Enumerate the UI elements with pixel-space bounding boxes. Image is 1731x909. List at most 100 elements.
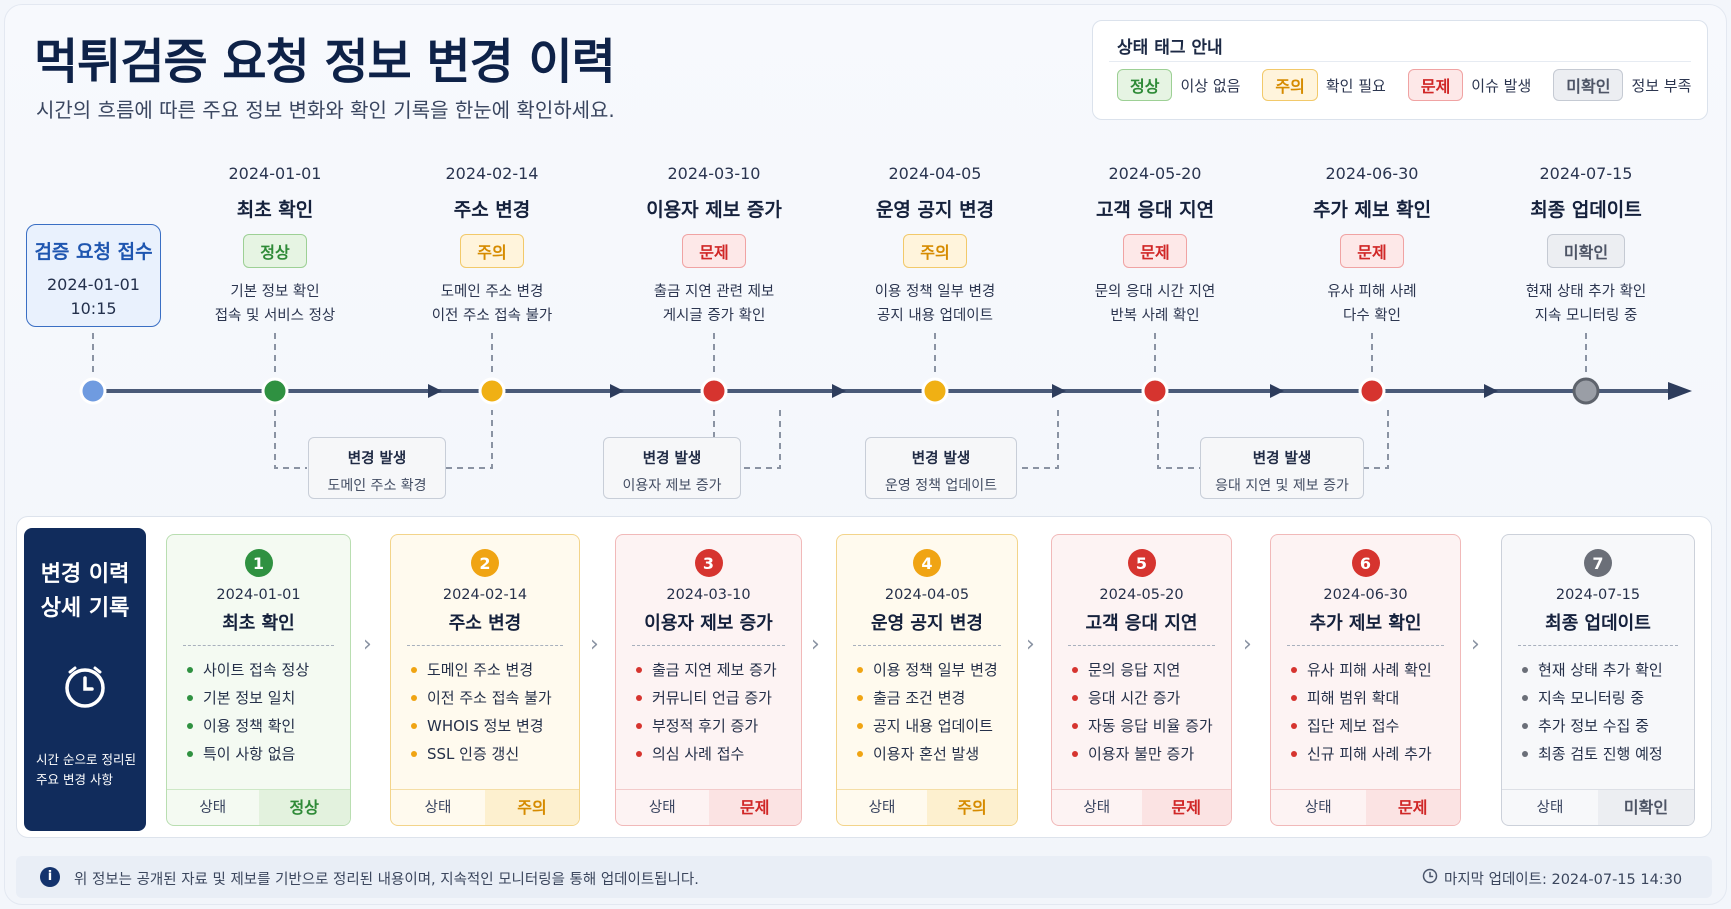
clock-icon bbox=[65, 666, 105, 708]
card-number: 2 bbox=[471, 549, 499, 577]
change-box: 변경 발생 운영 정책 업데이트 bbox=[865, 437, 1017, 499]
chevron-right-icon: › bbox=[363, 632, 372, 657]
event-status-tag: 문제 bbox=[682, 234, 746, 268]
legend-tag-problem: 문제 bbox=[1407, 69, 1464, 101]
status-label: 상태 bbox=[648, 800, 676, 816]
clock-icon bbox=[1422, 868, 1438, 884]
timeline-event: 2024-04-05 운영 공지 변경 주의 이용 정책 일부 변경 공지 내용 … bbox=[835, 164, 1035, 328]
timeline-node-1 bbox=[261, 377, 289, 405]
status-value: 문제 bbox=[1141, 790, 1231, 825]
list-item: 이전 주소 접속 불가 bbox=[409, 684, 579, 712]
event-status-tag: 문제 bbox=[1340, 234, 1404, 268]
list-item: WHOIS 정보 변경 bbox=[409, 712, 579, 740]
change-title: 변경 발생 bbox=[642, 451, 702, 467]
card-status-row: 상태 정상 bbox=[167, 789, 350, 825]
event-date: 2024-01-01 bbox=[228, 164, 322, 183]
start-time: 10:15 bbox=[70, 299, 117, 318]
card-status-row: 상태 주의 bbox=[837, 789, 1017, 825]
start-box: 검증 요청 접수 2024-01-01 10:15 bbox=[26, 224, 161, 327]
legend-desc-problem: 이슈 발생 bbox=[1471, 76, 1532, 95]
start-date: 2024-01-01 bbox=[47, 275, 140, 294]
card-list: 문의 응답 지연 응대 시간 증가 자동 응답 비율 증가 이용자 불만 증가 bbox=[1070, 656, 1231, 768]
side-title: 변경 이력 상세 기록 bbox=[40, 562, 130, 621]
list-item: 이용 정책 일부 변경 bbox=[855, 656, 1017, 684]
event-status-tag: 문제 bbox=[1123, 234, 1187, 268]
detail-card: 1 2024-01-01 최초 확인 사이트 접속 정상 기본 정보 일치 이용… bbox=[166, 534, 351, 826]
timeline-end-arrow bbox=[1668, 382, 1692, 400]
legend-row: 정상 이상 없음 주의 확인 필요 문제 이슈 발생 미확인 정보 부족 bbox=[1117, 69, 1705, 101]
list-item: 신규 피해 사례 추가 bbox=[1289, 740, 1460, 768]
status-label: 상태 bbox=[424, 800, 452, 816]
last-updated: 마지막 업데이트: 2024-07-15 14:30 bbox=[1444, 872, 1683, 888]
timeline-event: 2024-02-14 주소 변경 주의 도메인 주소 변경 이전 주소 접속 불가 bbox=[392, 164, 592, 328]
status-label: 상태 bbox=[199, 800, 227, 816]
card-status-row: 상태 미확인 bbox=[1502, 789, 1694, 825]
card-list: 출금 지연 제보 증가 커뮤니티 언급 증가 부정적 후기 증가 의심 사례 접… bbox=[634, 656, 801, 768]
legend-tag-normal: 정상 bbox=[1117, 69, 1173, 101]
card-date: 2024-01-01 bbox=[216, 587, 301, 603]
chevron-right-icon: › bbox=[1026, 632, 1035, 657]
timeline-node-3 bbox=[700, 377, 728, 405]
legend-divider bbox=[1109, 61, 1691, 62]
legend-desc-caution: 확인 필요 bbox=[1325, 76, 1386, 95]
list-item: 이용자 불만 증가 bbox=[1070, 740, 1231, 768]
card-list: 도메인 주소 변경 이전 주소 접속 불가 WHOIS 정보 변경 SSL 인증… bbox=[409, 656, 579, 768]
event-date: 2024-04-05 bbox=[888, 164, 982, 183]
timeline-node-5 bbox=[1141, 377, 1169, 405]
card-title: 운영 공지 변경 bbox=[871, 613, 983, 634]
card-list: 현재 상태 추가 확인 지속 모니터링 중 추가 정보 수집 중 최종 검토 진… bbox=[1520, 656, 1694, 768]
event-desc: 기본 정보 확인 접속 및 서비스 정상 bbox=[214, 284, 336, 324]
side-note: 시간 순으로 정리된 주요 변경 사항 bbox=[36, 752, 136, 787]
status-label: 상태 bbox=[1083, 800, 1111, 816]
event-desc: 도메인 주소 변경 이전 주소 접속 불가 bbox=[431, 284, 553, 324]
legend-title: 상태 태그 안내 bbox=[1117, 38, 1223, 58]
change-title: 변경 발생 bbox=[347, 451, 407, 467]
card-number: 1 bbox=[244, 549, 273, 577]
list-item: 도메인 주소 변경 bbox=[409, 656, 579, 684]
list-item: 사이트 접속 정상 bbox=[185, 656, 350, 684]
timeline-event: 2024-01-01 최초 확인 정상 기본 정보 확인 접속 및 서비스 정상 bbox=[175, 164, 375, 328]
status-value: 주의 bbox=[485, 790, 579, 825]
legend-tag-caution: 주의 bbox=[1262, 69, 1318, 101]
chevron-right-icon: › bbox=[811, 632, 820, 657]
card-divider bbox=[1287, 645, 1444, 646]
card-list: 유사 피해 사례 확인 피해 범위 확대 집단 제보 접수 신규 피해 사례 추… bbox=[1289, 656, 1460, 768]
event-name: 최초 확인 bbox=[236, 199, 314, 221]
timeline-mid-arrow bbox=[428, 384, 442, 398]
event-desc: 현재 상태 추가 확인 지속 모니터링 중 bbox=[1525, 284, 1647, 324]
list-item: 현재 상태 추가 확인 bbox=[1520, 656, 1694, 684]
change-box: 변경 발생 이용자 제보 증가 bbox=[603, 437, 741, 499]
status-label: 상태 bbox=[1536, 800, 1564, 816]
change-sub: 응대 지연 및 제보 증가 bbox=[1215, 478, 1349, 494]
card-date: 2024-07-15 bbox=[1555, 587, 1641, 603]
detail-card: 7 2024-07-15 최종 업데이트 현재 상태 추가 확인 지속 모니터링… bbox=[1501, 534, 1695, 826]
status-value: 문제 bbox=[1365, 790, 1460, 825]
card-title: 최초 확인 bbox=[222, 613, 295, 634]
detail-card: 3 2024-03-10 이용자 제보 증가 출금 지연 제보 증가 커뮤니티 … bbox=[615, 534, 802, 826]
event-date: 2024-06-30 bbox=[1325, 164, 1419, 183]
change-sub: 이용자 제보 증가 bbox=[622, 478, 722, 494]
card-divider bbox=[632, 645, 785, 646]
event-date: 2024-07-15 bbox=[1539, 164, 1633, 183]
event-status-tag: 정상 bbox=[243, 234, 307, 268]
list-item: SSL 인증 갱신 bbox=[409, 740, 579, 768]
legend-desc-unconfirmed: 정보 부족 bbox=[1631, 76, 1692, 95]
card-title: 추가 제보 확인 bbox=[1309, 613, 1422, 634]
list-item: 기본 정보 일치 bbox=[185, 684, 350, 712]
event-name: 고객 응대 지연 bbox=[1095, 199, 1215, 221]
change-box: 변경 발생 응대 지연 및 제보 증가 bbox=[1200, 437, 1364, 499]
status-value: 주의 bbox=[927, 790, 1017, 825]
card-list: 사이트 접속 정상 기본 정보 일치 이용 정책 확인 특이 사항 없음 bbox=[185, 656, 350, 768]
timeline-node-7 bbox=[1572, 377, 1600, 405]
event-desc: 유사 피해 사례 다수 확인 bbox=[1327, 284, 1417, 324]
status-label: 상태 bbox=[868, 800, 896, 816]
timeline-event: 2024-06-30 추가 제보 확인 문제 유사 피해 사례 다수 확인 bbox=[1272, 164, 1472, 328]
timeline-event: 2024-07-15 최종 업데이트 미확인 현재 상태 추가 확인 지속 모니터… bbox=[1486, 164, 1686, 328]
chevron-right-icon: › bbox=[590, 632, 599, 657]
timeline-mid-arrow bbox=[1270, 384, 1284, 398]
card-divider bbox=[853, 645, 1001, 646]
status-value: 미확인 bbox=[1598, 790, 1694, 825]
list-item: 추가 정보 수집 중 bbox=[1520, 712, 1694, 740]
change-sub: 도메인 주소 확경 bbox=[327, 478, 427, 494]
detail-side-panel: 변경 이력 상세 기록 시간 순으로 정리된 주요 변경 사항 bbox=[24, 528, 146, 831]
